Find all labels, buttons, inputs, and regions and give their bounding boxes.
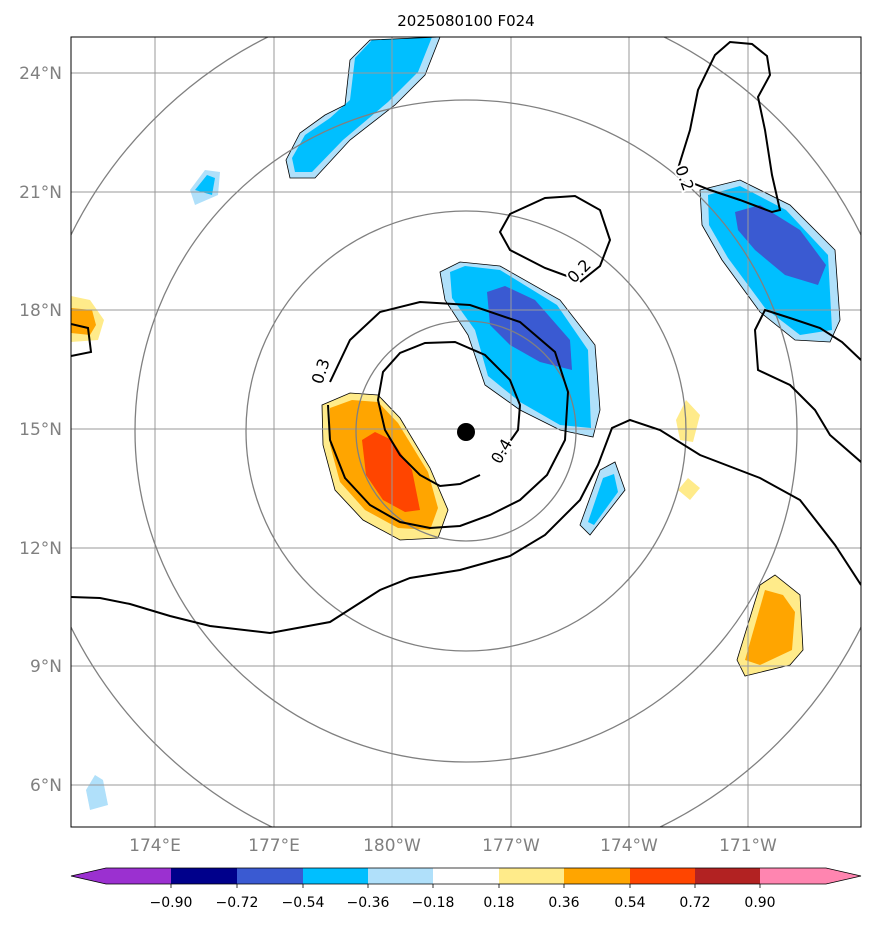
- colorbar: −0.90 −0.72 −0.54 −0.36 −0.18 0.18 0.36 …: [70, 867, 862, 911]
- colorbar-segment: [499, 868, 564, 884]
- map-frame: [70, 36, 862, 828]
- colorbar-tick-label: 0.72: [679, 895, 710, 911]
- colorbar-tick-label: −0.18: [412, 895, 455, 911]
- lon-label: 174°W: [600, 836, 658, 856]
- lat-label: 24°N: [19, 64, 62, 84]
- colorbar-tick-label: −0.90: [150, 895, 193, 911]
- lon-label: 174°E: [129, 836, 181, 856]
- lat-label: 18°N: [19, 301, 62, 321]
- colorbar-tick-label: 0.18: [483, 895, 514, 911]
- colorbar-segment: [564, 868, 630, 884]
- lon-label: 180°W: [363, 836, 421, 856]
- colorbar-tick-label: 0.90: [744, 895, 775, 911]
- lat-label: 9°N: [30, 657, 62, 677]
- colorbar-segment: [368, 868, 433, 884]
- lat-label: 21°N: [19, 183, 62, 203]
- colorbar-tick-label: −0.36: [347, 895, 390, 911]
- graticule: [71, 37, 861, 827]
- colorbar-segment: [433, 868, 499, 884]
- latitude-labels: 6°N 9°N 12°N 15°N 18°N 21°N 24°N: [19, 64, 62, 796]
- range-rings: [71, 37, 861, 827]
- storm-center-marker: [457, 423, 475, 441]
- map-panel: 0.2 0.2 0.3 0.4: [71, 37, 861, 827]
- colorbar-segment-over: [760, 868, 861, 884]
- lon-label: 177°W: [482, 836, 540, 856]
- lat-label: 6°N: [30, 776, 62, 796]
- colorbar-tick-label: −0.54: [282, 895, 325, 911]
- lat-label: 12°N: [19, 539, 62, 559]
- colorbar-segment: [695, 868, 760, 884]
- contour-lines: [71, 40, 861, 635]
- lon-label: 171°W: [719, 836, 777, 856]
- colorbar-tick-label: 0.54: [614, 895, 645, 911]
- colorbar-tick-label: 0.36: [548, 895, 579, 911]
- lon-label: 177°E: [248, 836, 300, 856]
- colorbar-segment: [303, 868, 368, 884]
- lat-label: 15°N: [19, 420, 62, 440]
- colorbar-segment: [630, 868, 695, 884]
- colorbar-segment-under: [71, 868, 171, 884]
- colorbar-tick-label: −0.72: [216, 895, 259, 911]
- longitude-labels: 174°E 177°E 180°W 177°W 174°W 171°W: [129, 836, 777, 856]
- map-title: 2025080100 F024: [397, 12, 534, 30]
- colorbar-segment: [171, 868, 237, 884]
- colorbar-segment: [237, 868, 303, 884]
